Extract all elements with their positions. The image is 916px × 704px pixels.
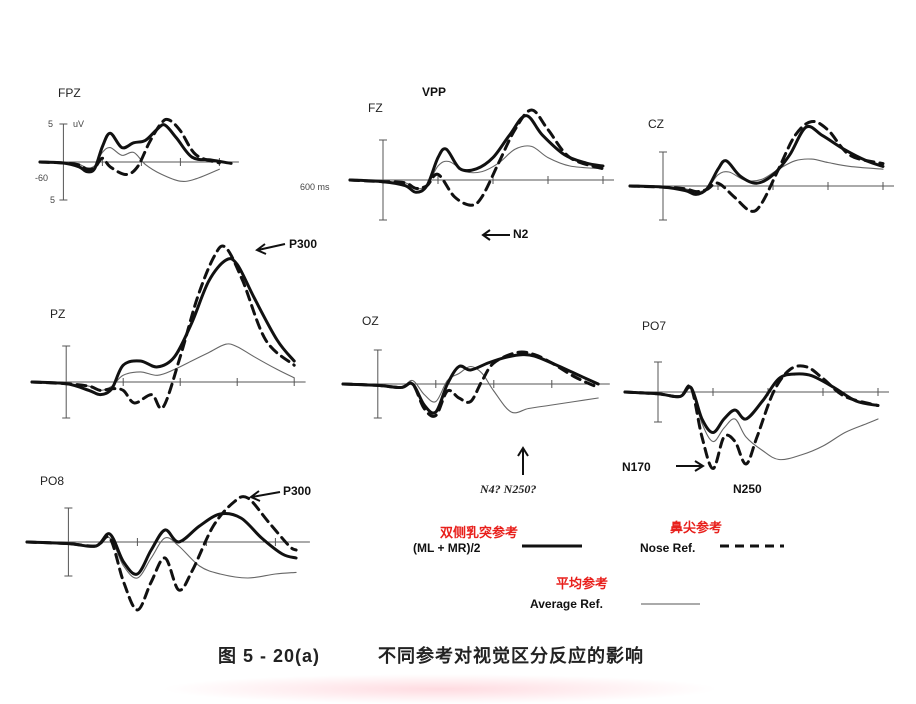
figure-caption-title: 不同参考对视觉区分反应的影响 — [378, 645, 644, 666]
panel-oz: OZ N4? N250? — [341, 314, 610, 496]
series-line-mastoid — [623, 372, 880, 434]
electrode-label-po8: PO8 — [40, 474, 64, 488]
traces-cz — [628, 119, 885, 213]
series-line-mastoid — [628, 124, 885, 196]
legend: 双侧乳突参考 (ML + MR)/2 鼻尖参考 Nose Ref. 平均参考 A… — [413, 520, 784, 611]
traces-fpz — [38, 117, 233, 182]
series-line-mastoid — [341, 353, 600, 415]
annotation-n250-po7: N250 — [733, 482, 762, 496]
panel-cz: CZ — [628, 117, 894, 221]
series-line-mastoid — [348, 114, 605, 194]
axes-po7 — [625, 361, 889, 423]
legend-mastoid-label: (ML + MR)/2 — [413, 541, 481, 555]
panel-fz: FZ VPP N2 — [348, 85, 614, 241]
series-line-mastoid — [30, 257, 296, 397]
arrow-n250-oz — [517, 446, 529, 475]
annotation-p300-po8: P300 — [283, 484, 311, 498]
arrow-p300-pz — [255, 243, 286, 255]
series-line-nose — [25, 495, 298, 612]
electrode-label-oz: OZ — [362, 314, 379, 328]
scale-start-label: -60 — [35, 173, 48, 183]
series-line-nose — [30, 244, 296, 410]
series-line-average — [342, 365, 599, 414]
legend-nose-cn: 鼻尖参考 — [670, 520, 722, 535]
traces-fz — [348, 108, 605, 207]
arrow-p300-po8 — [249, 490, 281, 502]
series-line-nose — [623, 364, 880, 470]
series-line-nose — [628, 119, 885, 213]
annotation-vpp: VPP — [422, 85, 446, 99]
figure-caption-number: 图 5 - 20(a) — [218, 646, 320, 666]
panel-po7: PO7 N170 N250 — [622, 319, 889, 496]
panel-fpz: FPZ 5 uV 5 -60 600 ms — [35, 86, 330, 205]
legend-mastoid-cn: 双侧乳突参考 — [440, 525, 518, 540]
electrode-label-pz: PZ — [50, 307, 65, 321]
series-line-mastoid — [25, 512, 298, 576]
panel-po8: PO8 P300 — [25, 474, 311, 612]
panel-pz: PZ P300 — [30, 237, 317, 419]
arrow-n2 — [481, 229, 510, 241]
axes-fz — [350, 139, 614, 221]
electrode-label-po7: PO7 — [642, 319, 666, 333]
legend-average-label: Average Ref. — [530, 597, 603, 611]
traces-po8 — [25, 495, 298, 612]
annotation-n2: N2 — [513, 227, 529, 241]
scale-unit-label: uV — [73, 119, 84, 129]
series-line-mastoid — [38, 123, 233, 174]
traces-oz — [341, 350, 600, 418]
annotation-n170: N170 — [622, 460, 651, 474]
scale-end-label: 600 ms — [300, 182, 330, 192]
series-line-nose — [38, 117, 221, 176]
axes-pz — [32, 345, 306, 419]
traces-pz — [30, 244, 296, 410]
scale-amp-neg-label: 5 — [50, 195, 55, 205]
legend-nose-label: Nose Ref. — [640, 541, 695, 555]
traces-po7 — [623, 364, 880, 470]
series-line-nose — [348, 108, 605, 207]
annotation-p300-pz: P300 — [289, 237, 317, 251]
electrode-label-fpz: FPZ — [58, 86, 81, 100]
electrode-label-cz: CZ — [648, 117, 664, 131]
scale-amp-label: 5 — [48, 119, 53, 129]
axes-oz — [343, 349, 610, 419]
electrode-label-fz: FZ — [368, 101, 383, 115]
arrow-n170 — [676, 460, 705, 472]
annotation-n4-n250: N4? N250? — [479, 482, 536, 496]
legend-average-cn: 平均参考 — [556, 576, 608, 591]
